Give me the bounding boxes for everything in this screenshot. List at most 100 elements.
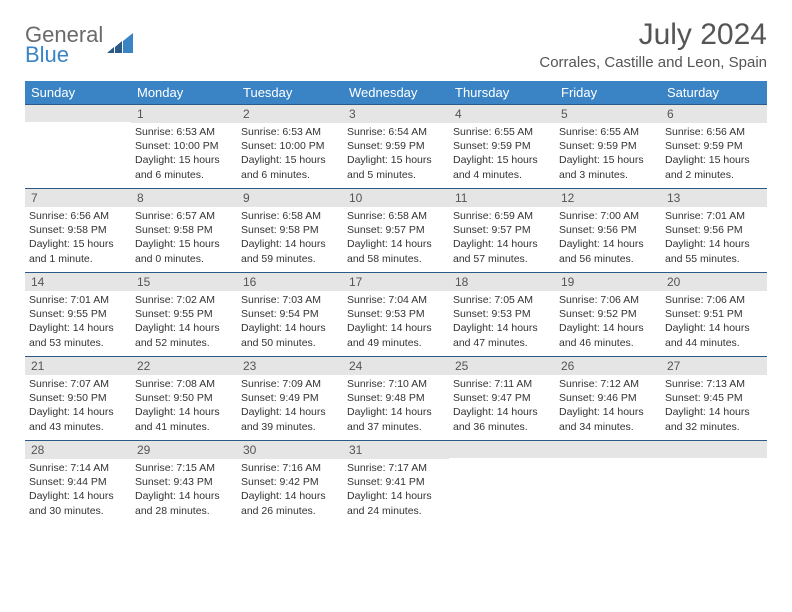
daylight-text-1: Daylight: 14 hours [453,321,551,335]
day-number: 31 [343,440,449,459]
daylight-text-2: and 50 minutes. [241,336,339,350]
calendar-day-cell: 31Sunrise: 7:17 AMSunset: 9:41 PMDayligh… [343,440,449,524]
daylight-text-1: Daylight: 15 hours [347,153,445,167]
calendar-day-cell: 29Sunrise: 7:15 AMSunset: 9:43 PMDayligh… [131,440,237,524]
daylight-text-1: Daylight: 14 hours [29,489,127,503]
daylight-text-1: Daylight: 15 hours [453,153,551,167]
day-content: Sunrise: 7:10 AMSunset: 9:48 PMDaylight:… [343,375,449,436]
header: General Blue July 2024 Corrales, Castill… [25,18,767,71]
day-content: Sunrise: 7:13 AMSunset: 9:45 PMDaylight:… [661,375,767,436]
sunset-text: Sunset: 9:58 PM [135,223,233,237]
calendar-week-row: 14Sunrise: 7:01 AMSunset: 9:55 PMDayligh… [25,272,767,356]
daylight-text-2: and 28 minutes. [135,504,233,518]
day-number: 29 [131,440,237,459]
daylight-text-2: and 43 minutes. [29,420,127,434]
daylight-text-1: Daylight: 14 hours [135,405,233,419]
daylight-text-2: and 2 minutes. [665,168,763,182]
calendar-day-cell: 4Sunrise: 6:55 AMSunset: 9:59 PMDaylight… [449,104,555,188]
sunrise-text: Sunrise: 7:13 AM [665,377,763,391]
day-number: 23 [237,356,343,375]
daylight-text-2: and 6 minutes. [241,168,339,182]
daylight-text-1: Daylight: 14 hours [241,405,339,419]
calendar-table: Sunday Monday Tuesday Wednesday Thursday… [25,81,767,524]
sunset-text: Sunset: 9:52 PM [559,307,657,321]
day-number: 2 [237,104,343,123]
day-number: 22 [131,356,237,375]
month-title: July 2024 [539,18,767,52]
day-content: Sunrise: 7:01 AMSunset: 9:56 PMDaylight:… [661,207,767,268]
day-number: 21 [25,356,131,375]
sunrise-text: Sunrise: 7:04 AM [347,293,445,307]
sunset-text: Sunset: 9:59 PM [559,139,657,153]
day-number: 30 [237,440,343,459]
sunrise-text: Sunrise: 7:03 AM [241,293,339,307]
calendar-day-cell: 26Sunrise: 7:12 AMSunset: 9:46 PMDayligh… [555,356,661,440]
day-number: 20 [661,272,767,291]
day-content: Sunrise: 7:06 AMSunset: 9:51 PMDaylight:… [661,291,767,352]
sunrise-text: Sunrise: 7:09 AM [241,377,339,391]
calendar-day-cell: 21Sunrise: 7:07 AMSunset: 9:50 PMDayligh… [25,356,131,440]
daylight-text-1: Daylight: 14 hours [453,405,551,419]
sunset-text: Sunset: 9:55 PM [29,307,127,321]
day-content: Sunrise: 6:55 AMSunset: 9:59 PMDaylight:… [555,123,661,184]
day-content: Sunrise: 7:01 AMSunset: 9:55 PMDaylight:… [25,291,131,352]
sunrise-text: Sunrise: 7:11 AM [453,377,551,391]
daylight-text-1: Daylight: 14 hours [241,321,339,335]
sunrise-text: Sunrise: 6:58 AM [347,209,445,223]
calendar-day-cell: 18Sunrise: 7:05 AMSunset: 9:53 PMDayligh… [449,272,555,356]
daylight-text-1: Daylight: 14 hours [453,237,551,251]
logo-blue-text: Blue [25,44,103,66]
sunset-text: Sunset: 9:49 PM [241,391,339,405]
day-number: 7 [25,188,131,207]
calendar-week-row: 7Sunrise: 6:56 AMSunset: 9:58 PMDaylight… [25,188,767,272]
calendar-day-cell: 1Sunrise: 6:53 AMSunset: 10:00 PMDayligh… [131,104,237,188]
day-header: Wednesday [343,81,449,104]
daylight-text-2: and 4 minutes. [453,168,551,182]
sunset-text: Sunset: 10:00 PM [135,139,233,153]
day-number: 13 [661,188,767,207]
day-content: Sunrise: 6:58 AMSunset: 9:57 PMDaylight:… [343,207,449,268]
sunset-text: Sunset: 9:50 PM [135,391,233,405]
day-content: Sunrise: 6:53 AMSunset: 10:00 PMDaylight… [131,123,237,184]
sunrise-text: Sunrise: 7:06 AM [559,293,657,307]
daylight-text-1: Daylight: 14 hours [559,321,657,335]
day-content: Sunrise: 7:07 AMSunset: 9:50 PMDaylight:… [25,375,131,436]
sunset-text: Sunset: 9:41 PM [347,475,445,489]
sunset-text: Sunset: 9:45 PM [665,391,763,405]
sunrise-text: Sunrise: 6:55 AM [559,125,657,139]
calendar-day-cell: 27Sunrise: 7:13 AMSunset: 9:45 PMDayligh… [661,356,767,440]
day-number: 8 [131,188,237,207]
sunset-text: Sunset: 9:57 PM [347,223,445,237]
empty-day-number [449,440,555,458]
daylight-text-1: Daylight: 15 hours [665,153,763,167]
calendar-day-cell: 10Sunrise: 6:58 AMSunset: 9:57 PMDayligh… [343,188,449,272]
daylight-text-1: Daylight: 14 hours [241,489,339,503]
day-content: Sunrise: 7:03 AMSunset: 9:54 PMDaylight:… [237,291,343,352]
day-content: Sunrise: 7:08 AMSunset: 9:50 PMDaylight:… [131,375,237,436]
sunrise-text: Sunrise: 6:56 AM [29,209,127,223]
daylight-text-1: Daylight: 14 hours [135,489,233,503]
daylight-text-2: and 3 minutes. [559,168,657,182]
daylight-text-2: and 55 minutes. [665,252,763,266]
logo: General Blue [25,24,135,66]
sunset-text: Sunset: 9:59 PM [347,139,445,153]
daylight-text-1: Daylight: 15 hours [135,153,233,167]
daylight-text-2: and 59 minutes. [241,252,339,266]
day-content: Sunrise: 7:12 AMSunset: 9:46 PMDaylight:… [555,375,661,436]
sunrise-text: Sunrise: 7:01 AM [665,209,763,223]
daylight-text-1: Daylight: 14 hours [29,321,127,335]
sunrise-text: Sunrise: 7:16 AM [241,461,339,475]
sunset-text: Sunset: 9:58 PM [29,223,127,237]
daylight-text-1: Daylight: 14 hours [135,321,233,335]
daylight-text-2: and 34 minutes. [559,420,657,434]
daylight-text-1: Daylight: 14 hours [665,405,763,419]
daylight-text-1: Daylight: 14 hours [665,321,763,335]
sunset-text: Sunset: 9:54 PM [241,307,339,321]
day-content: Sunrise: 6:54 AMSunset: 9:59 PMDaylight:… [343,123,449,184]
sunset-text: Sunset: 9:59 PM [453,139,551,153]
calendar-day-cell: 30Sunrise: 7:16 AMSunset: 9:42 PMDayligh… [237,440,343,524]
day-header: Tuesday [237,81,343,104]
sunrise-text: Sunrise: 6:57 AM [135,209,233,223]
day-content: Sunrise: 7:00 AMSunset: 9:56 PMDaylight:… [555,207,661,268]
daylight-text-1: Daylight: 14 hours [347,489,445,503]
